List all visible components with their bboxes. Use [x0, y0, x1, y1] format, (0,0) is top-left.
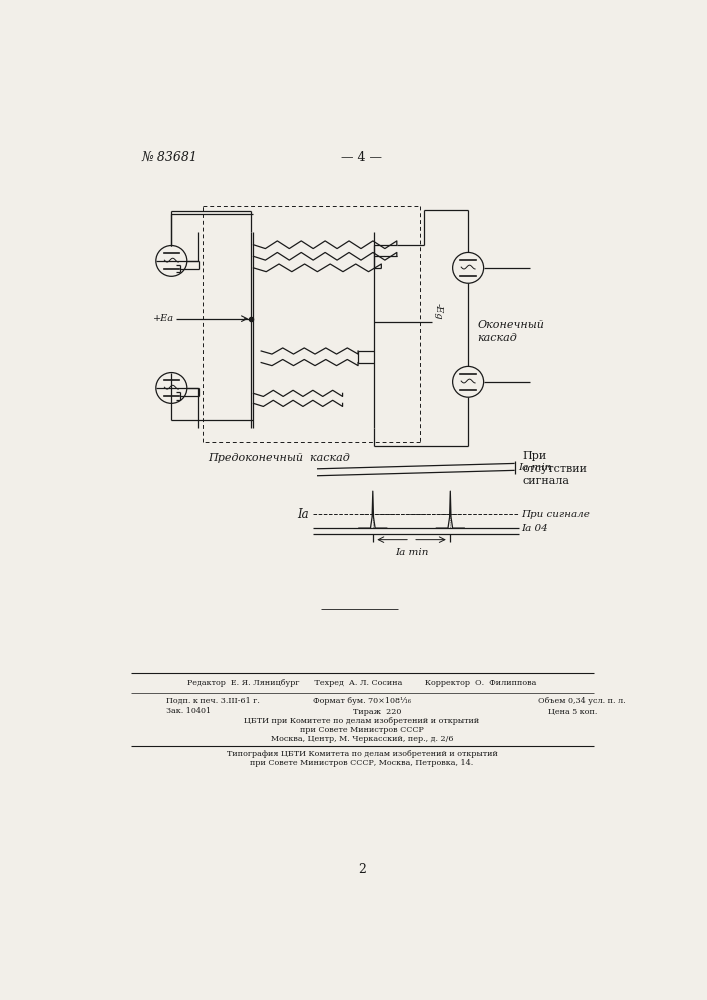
Text: при Совете Министров СССР, Москва, Петровка, 14.: при Совете Министров СССР, Москва, Петро…: [250, 759, 474, 767]
Text: Типография ЦБТИ Комитета по делам изобретений и открытий: Типография ЦБТИ Комитета по делам изобре…: [226, 750, 498, 758]
Text: 2: 2: [358, 863, 366, 876]
Text: Зак. 10401: Зак. 10401: [166, 707, 211, 715]
Text: ЦБТИ при Комитете по делам изобретений и открытий: ЦБТИ при Комитете по делам изобретений и…: [245, 717, 479, 725]
Text: Формат бум. 70×108¹⁄₁₆
            Тираж  220: Формат бум. 70×108¹⁄₁₆ Тираж 220: [313, 697, 411, 716]
Text: Ia: Ia: [297, 508, 308, 521]
Text: Ia min: Ia min: [395, 548, 428, 557]
Text: При
отсутствии
сигнала: При отсутствии сигнала: [522, 451, 588, 486]
Text: При сигнале: При сигнале: [521, 510, 590, 519]
Text: Москва, Центр, М. Черкасский, пер., д. 2/6: Москва, Центр, М. Черкасский, пер., д. 2…: [271, 735, 453, 743]
Text: -Еg: -Еg: [433, 303, 443, 319]
Text: Предоконечный  каскад: Предоконечный каскад: [209, 453, 350, 463]
Text: при Совете Министров СССР: при Совете Министров СССР: [300, 726, 423, 734]
Text: Ia min: Ia min: [518, 463, 551, 472]
Text: Редактор  Е. Я. Ляницбург      Техред  А. Л. Сосина         Корректор  О.  Филип: Редактор Е. Я. Ляницбург Техред А. Л. Со…: [187, 679, 537, 687]
Text: +Еа: +Еа: [153, 314, 174, 323]
Text: Объем 0,34 усл. п. л.
    Цена 5 коп.: Объем 0,34 усл. п. л. Цена 5 коп.: [538, 697, 626, 716]
Text: Оконечный
каскад: Оконечный каскад: [477, 320, 544, 343]
Text: Ia 04: Ia 04: [521, 524, 548, 533]
Text: Подп. к печ. 3.III-61 г.: Подп. к печ. 3.III-61 г.: [166, 697, 259, 705]
Text: — 4 —: — 4 —: [341, 151, 382, 164]
Text: № 83681: № 83681: [141, 151, 197, 164]
